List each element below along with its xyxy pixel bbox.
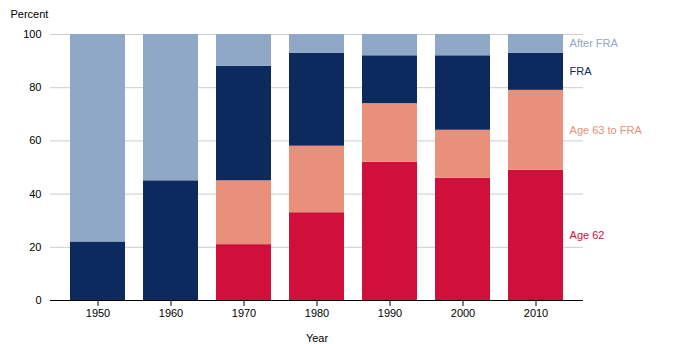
svg-text:40: 40 — [29, 188, 41, 200]
svg-text:60: 60 — [29, 134, 41, 146]
svg-text:1970: 1970 — [232, 307, 256, 319]
svg-text:100: 100 — [23, 28, 41, 40]
svg-text:1960: 1960 — [159, 307, 183, 319]
svg-text:20: 20 — [29, 241, 41, 253]
svg-text:FRA: FRA — [570, 65, 593, 77]
svg-text:2000: 2000 — [451, 307, 475, 319]
svg-text:Percent: Percent — [11, 8, 49, 20]
svg-text:Age 63 to FRA: Age 63 to FRA — [570, 124, 643, 136]
svg-text:Age 62: Age 62 — [570, 229, 605, 241]
svg-text:1980: 1980 — [305, 307, 329, 319]
svg-text:80: 80 — [29, 81, 41, 93]
svg-text:After FRA: After FRA — [570, 37, 619, 49]
svg-text:2010: 2010 — [524, 307, 548, 319]
svg-text:1990: 1990 — [378, 307, 402, 319]
svg-text:1950: 1950 — [86, 307, 110, 319]
svg-text:Year: Year — [306, 332, 329, 344]
svg-text:0: 0 — [35, 294, 41, 306]
